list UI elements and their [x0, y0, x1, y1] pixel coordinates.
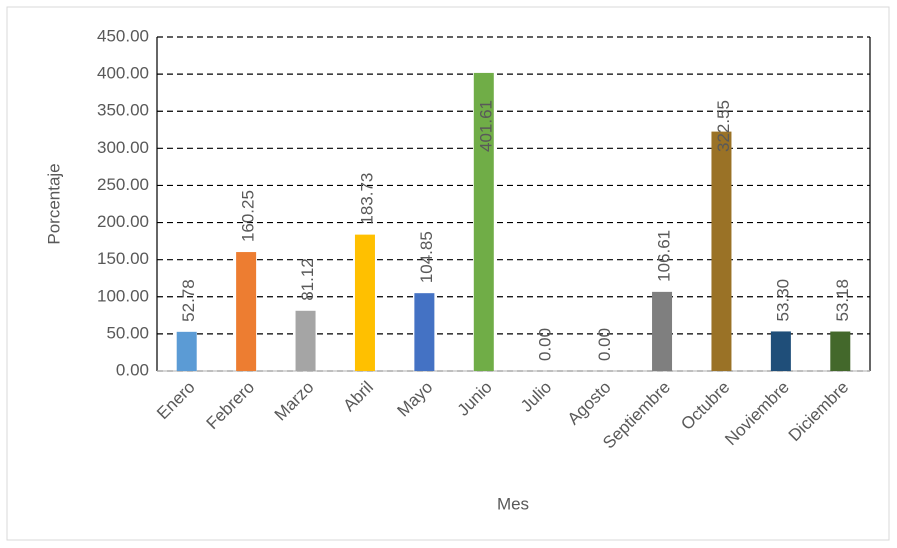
data-label: 104.85: [417, 231, 436, 283]
bar: [414, 293, 435, 371]
bar: [354, 234, 375, 371]
y-tick-label: 300.00: [97, 138, 149, 157]
y-tick-label: 0.00: [116, 360, 149, 379]
data-label: 0.00: [536, 328, 555, 361]
bar: [176, 331, 197, 371]
y-axis-title: Porcentaje: [44, 163, 63, 244]
data-label: 183.73: [357, 173, 376, 225]
y-tick-label: 100.00: [97, 286, 149, 305]
y-tick-label: 200.00: [97, 212, 149, 231]
data-label: 0.00: [595, 328, 614, 361]
data-label: 53.18: [833, 279, 852, 322]
data-label: 81.12: [298, 258, 317, 301]
data-label: 106.61: [655, 230, 674, 282]
data-label: 401.61: [476, 100, 495, 152]
y-tick-label: 250.00: [97, 175, 149, 194]
bar: [473, 72, 494, 371]
y-tick-label: 150.00: [97, 249, 149, 268]
x-axis-title: Mes: [497, 494, 529, 513]
data-label: 53.30: [773, 279, 792, 322]
data-label: 160.25: [239, 190, 258, 242]
data-label: 52.78: [179, 279, 198, 322]
bar: [711, 131, 732, 371]
bar: [236, 252, 257, 371]
bar: [295, 310, 316, 371]
y-tick-label: 350.00: [97, 101, 149, 120]
bar: [830, 331, 851, 371]
y-tick-label: 400.00: [97, 64, 149, 83]
chart-border: [6, 6, 890, 541]
data-label: 322.55: [714, 100, 733, 152]
y-tick-label: 50.00: [106, 323, 149, 342]
bar: [770, 331, 791, 371]
y-tick-label: 450.00: [97, 26, 149, 45]
bar: [652, 291, 673, 371]
